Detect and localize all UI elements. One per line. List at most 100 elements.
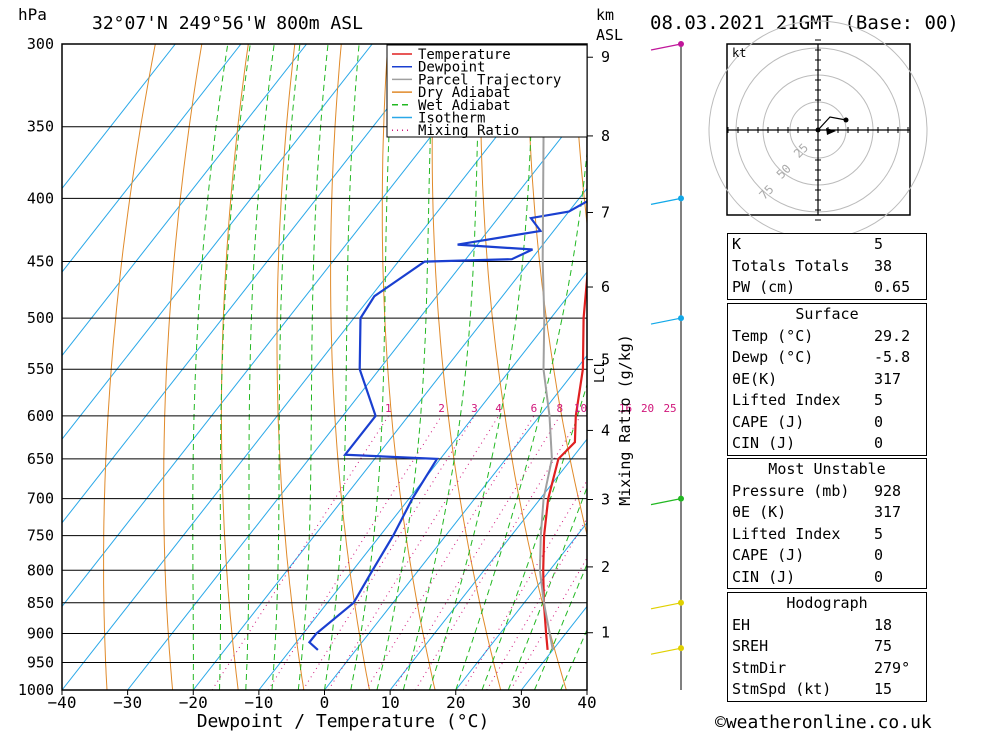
- pressure-tick-label: 700: [27, 490, 54, 508]
- wet-adiabat-line: [324, 44, 360, 690]
- surface-temp-label: Temp (°C): [732, 326, 814, 345]
- dry-adiabat-line: [330, 44, 370, 690]
- hodograph-params-table: Hodograph EH 18 SREH 75 StmDir 279° StmSpd …: [727, 592, 927, 702]
- mu-li-label: Lifted Index: [732, 524, 841, 543]
- wind-barb: [650, 317, 682, 325]
- wind-profile: [650, 41, 684, 690]
- asl-label: ASL: [596, 26, 623, 44]
- isotherm-line: [127, 103, 587, 690]
- legend-entry: Temperature: [418, 47, 511, 63]
- mu-cape-value: 0: [874, 546, 884, 564]
- wind-barb: [650, 43, 682, 51]
- x-tick-label: 0: [320, 693, 330, 712]
- mixing-ratio-label: 25: [663, 402, 676, 415]
- km-tick-label: 2: [601, 558, 610, 576]
- surface-dewp-label: Dewp (°C): [732, 348, 814, 366]
- km-tick-label: 7: [601, 203, 610, 221]
- wet-adiabat-line: [429, 44, 535, 690]
- km-tick-label: 4: [601, 421, 610, 439]
- datetime-title: 08.03.2021 21GMT (Base: 00): [650, 12, 959, 34]
- pressure-tick-label: 400: [27, 189, 54, 207]
- pressure-tick-label: 800: [27, 561, 54, 579]
- x-tick-label: −30: [113, 693, 142, 712]
- surface-cape-label: CAPE (J): [732, 412, 805, 431]
- pressure-tick-label: 550: [27, 360, 54, 378]
- mu-cin-value: 0: [874, 567, 884, 586]
- tt-label: Totals Totals: [732, 256, 850, 275]
- isotherm-line: [324, 354, 587, 690]
- stmspd-label: StmSpd (kt): [732, 680, 832, 698]
- pressure-tick-label: 850: [27, 594, 54, 612]
- isotherm-line: [389, 438, 587, 690]
- km-tick-label: 8: [601, 127, 610, 145]
- dewpoint-line: [307, 200, 587, 651]
- surface-cape-value: 0: [874, 412, 884, 431]
- x-tick-label: 20: [446, 693, 465, 712]
- wind-barb: [650, 498, 682, 506]
- x-tick-label: 30: [512, 693, 531, 712]
- sreh-value: 75: [874, 637, 893, 655]
- storm-motion-arrow: [826, 128, 836, 135]
- dry-adiabat-line: [103, 44, 156, 690]
- mixing-ratio-label: 16: [619, 402, 632, 415]
- eh-value: 18: [874, 615, 893, 634]
- most-unstable-table: Most Unstable Pressure (mb) 928 θE (K) 317…: [727, 458, 927, 589]
- legend-entry: Dewpoint: [418, 60, 485, 76]
- stmdir-value: 279°: [874, 658, 911, 677]
- wet-adiabat-line: [507, 486, 587, 690]
- isotherm-line: [62, 44, 308, 357]
- pressure-tick-label: 750: [27, 527, 54, 545]
- isotherm-line: [62, 44, 570, 690]
- isotherm-line: [62, 44, 242, 273]
- k-value: 5: [874, 235, 884, 253]
- most-unstable-title: Most Unstable: [768, 460, 886, 478]
- surface-cin-label: CIN (J): [732, 434, 796, 452]
- mu-pressure-label: Pressure (mb): [732, 481, 850, 500]
- wind-barb: [650, 602, 682, 610]
- surface-theta-label: θE(K): [732, 369, 778, 388]
- pw-value: 0.65: [874, 278, 911, 296]
- x-tick-label: −20: [179, 693, 208, 712]
- stmdir-label: StmDir: [732, 658, 787, 677]
- pressure-tick-label: 1000: [18, 681, 54, 699]
- mixing-ratio-line: [510, 557, 587, 690]
- surface-temp-value: 29.2: [874, 326, 911, 345]
- k-label: K: [732, 235, 742, 253]
- mixing-ratio-label: 10: [574, 402, 587, 415]
- isotherm-line: [62, 44, 439, 524]
- km-tick-label: 5: [601, 351, 610, 369]
- mu-theta-value: 317: [874, 503, 902, 521]
- km-tick-label: 3: [601, 490, 610, 508]
- km-tick-label: 9: [601, 48, 610, 66]
- surface-cin-value: 0: [874, 434, 884, 452]
- x-tick-label: −10: [244, 693, 273, 712]
- surface-table: Surface Temp (°C) 29.2 Dewp (°C) -5.8 θE(K…: [727, 303, 927, 456]
- isotherm-line: [192, 187, 587, 690]
- dry-adiabat-line: [992, 44, 1000, 690]
- pressure-tick-label: 300: [27, 35, 54, 53]
- dry-adiabat-line: [220, 44, 249, 690]
- mixing-ratio-label: 1: [385, 402, 392, 415]
- pressure-tick-label: 950: [27, 653, 54, 671]
- parcel-trajectory-line: [538, 44, 554, 651]
- x-tick-label: 10: [380, 693, 399, 712]
- mu-pressure-value: 928: [874, 481, 902, 500]
- surface-title: Surface: [795, 305, 859, 323]
- pressure-tick-label: 600: [27, 407, 54, 425]
- km-tick-label: 6: [601, 278, 610, 296]
- pressure-tick-label: 350: [27, 118, 54, 136]
- pw-label: PW (cm): [732, 278, 796, 296]
- sreh-label: SREH: [732, 637, 769, 655]
- mixing-ratio-label: 20: [641, 402, 654, 415]
- x-tick-label: −40: [48, 693, 77, 712]
- hodograph-point: [843, 117, 849, 123]
- stmspd-value: 15: [874, 680, 893, 698]
- temperature-line: [542, 267, 587, 651]
- mixing-ratio-label: 2: [438, 402, 445, 415]
- location-title: 32°07'N 249°56'W 800m ASL: [92, 13, 363, 34]
- pressure-tick-label: 650: [27, 450, 54, 468]
- hodograph-origin: [815, 127, 821, 133]
- x-axis-label: Dewpoint / Temperature (°C): [197, 711, 490, 732]
- hodograph-title: Hodograph: [786, 594, 868, 612]
